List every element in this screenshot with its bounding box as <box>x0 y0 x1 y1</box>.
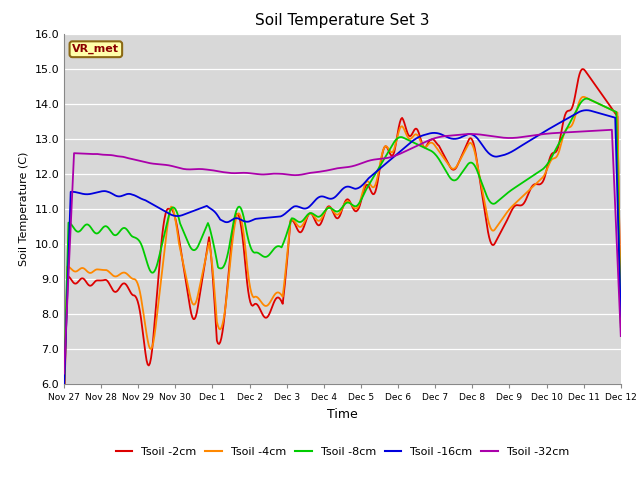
X-axis label: Time: Time <box>327 408 358 420</box>
Y-axis label: Soil Temperature (C): Soil Temperature (C) <box>19 152 29 266</box>
Title: Soil Temperature Set 3: Soil Temperature Set 3 <box>255 13 429 28</box>
Text: VR_met: VR_met <box>72 44 119 54</box>
Legend: Tsoil -2cm, Tsoil -4cm, Tsoil -8cm, Tsoil -16cm, Tsoil -32cm: Tsoil -2cm, Tsoil -4cm, Tsoil -8cm, Tsoi… <box>111 442 573 461</box>
